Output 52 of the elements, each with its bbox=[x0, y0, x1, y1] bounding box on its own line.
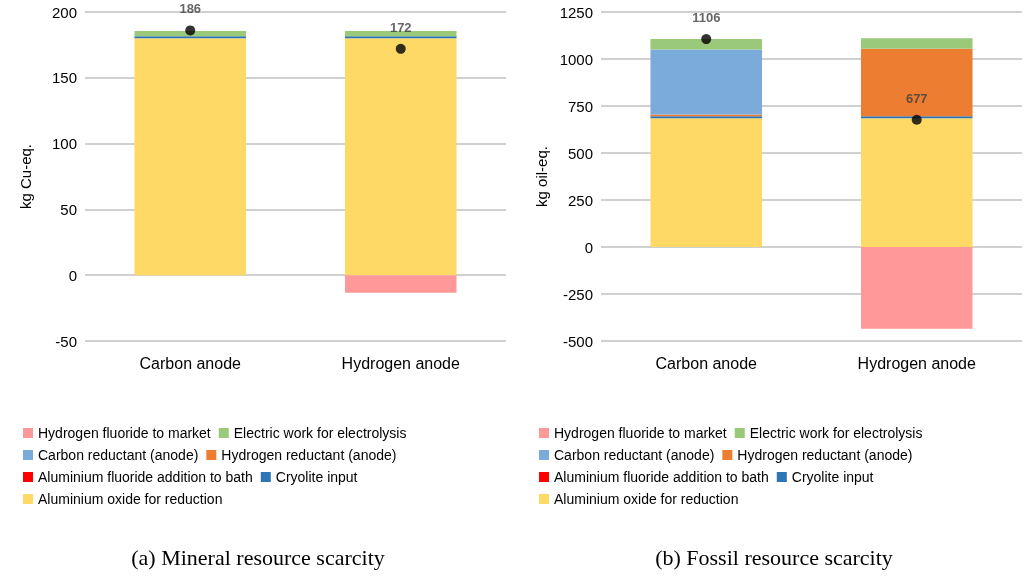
y-tick-label: 0 bbox=[584, 238, 593, 256]
text: (b) Fossil resource scarcity bbox=[655, 544, 893, 570]
y-tick-label: 100 bbox=[51, 135, 77, 153]
bar bbox=[344, 275, 457, 293]
y-tick-label: 750 bbox=[567, 97, 593, 115]
legend-label: Carbon reductant (anode) bbox=[554, 447, 715, 463]
bar bbox=[860, 247, 973, 329]
legend-label: Electric work for electrolysis bbox=[233, 425, 407, 441]
y-tick-label: 50 bbox=[60, 200, 77, 218]
y-tick-label: -50 bbox=[55, 332, 77, 350]
x-tick-label: Carbon anode bbox=[655, 354, 758, 372]
bar bbox=[650, 118, 763, 247]
legend-label: Aluminium fluoride addition to bath bbox=[554, 469, 769, 485]
legend-label: Cryolite input bbox=[275, 469, 358, 485]
data-label: 186 bbox=[179, 1, 202, 17]
y-axis-title: kg oil-eq. bbox=[532, 146, 550, 207]
legend-label: Aluminium oxide for reduction bbox=[554, 491, 739, 507]
legend-label: Hydrogen fluoride to market bbox=[38, 425, 211, 441]
y-tick-label: 500 bbox=[567, 144, 593, 162]
y-tick-label: 0 bbox=[68, 266, 77, 284]
bar bbox=[134, 31, 247, 37]
bar bbox=[344, 38, 457, 276]
y-tick-label: 1000 bbox=[559, 50, 593, 68]
x-tick-label: Hydrogen anode bbox=[857, 354, 977, 372]
bar bbox=[344, 31, 457, 37]
y-tick-label: -500 bbox=[562, 332, 593, 350]
y-tick-label: 250 bbox=[567, 191, 593, 209]
legend-label: Carbon reductant (anode) bbox=[38, 447, 199, 463]
legend-label: Cryolite input bbox=[791, 469, 874, 485]
y-tick-label: 1250 bbox=[559, 3, 593, 21]
bar bbox=[650, 49, 763, 115]
legend-label: Hydrogen reductant (anode) bbox=[737, 447, 913, 463]
data-label: 677 bbox=[905, 90, 928, 106]
bar bbox=[860, 48, 973, 117]
legend-label: Hydrogen reductant (anode) bbox=[221, 447, 397, 463]
bar bbox=[860, 38, 973, 49]
data-label: 1106 bbox=[692, 10, 721, 26]
y-axis-title: kg Cu-eq. bbox=[17, 143, 34, 210]
legend-label: Aluminium oxide for reduction bbox=[38, 491, 223, 507]
data-label: 172 bbox=[389, 19, 412, 35]
legend-label: Aluminium fluoride addition to bath bbox=[38, 469, 253, 485]
bar bbox=[860, 118, 973, 247]
x-tick-label: Hydrogen anode bbox=[341, 354, 461, 372]
y-tick-label: -250 bbox=[562, 285, 593, 303]
text: (a) Mineral resource scarcity bbox=[131, 544, 385, 570]
bar bbox=[134, 38, 247, 276]
y-tick-label: 200 bbox=[51, 3, 77, 21]
legend-label: Electric work for electrolysis bbox=[749, 425, 923, 441]
x-tick-label: Carbon anode bbox=[139, 354, 242, 372]
bar bbox=[650, 39, 763, 50]
y-tick-label: 150 bbox=[51, 69, 77, 87]
legend-label: Hydrogen fluoride to market bbox=[554, 425, 727, 441]
